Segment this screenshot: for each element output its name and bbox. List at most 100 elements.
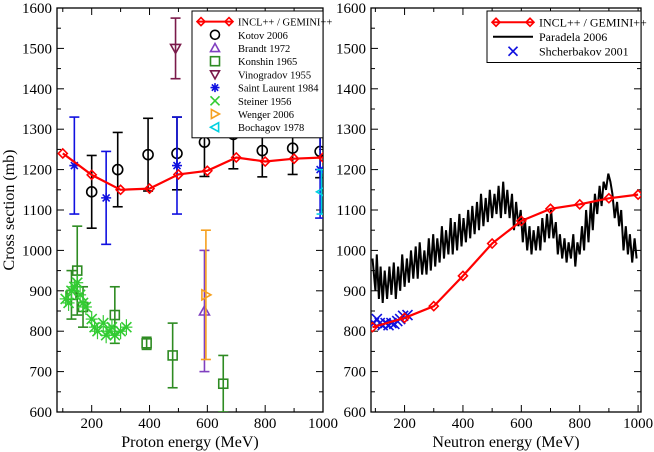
y-tick-label: 700 [344, 365, 367, 381]
data-layer [57, 17, 323, 412]
x-tick-label: 400 [138, 416, 161, 432]
series-steiner-1956 [59, 274, 133, 344]
panel-neutron: 600 700 800 900 1000 1100 1200 1300 1400 1500 1600… [336, 1, 653, 451]
data-point [371, 321, 379, 333]
data-point [114, 184, 127, 196]
y-tick-label: 600 [344, 405, 367, 421]
x-tick-label: 600 [196, 416, 219, 432]
data-point [62, 297, 75, 309]
x-axis-label: Neutron energy (MeV) [432, 434, 579, 451]
legend-entry: Saint Laurent 1984 [210, 83, 319, 95]
x-tick-label: 200 [80, 416, 103, 432]
legend-label: Steiner 1956 [238, 97, 291, 108]
data-point [198, 304, 211, 316]
x-axis-label: Proton energy (MeV) [121, 434, 258, 451]
legend-marker [195, 16, 207, 27]
legend-entry: Wenger 2006 [210, 108, 294, 121]
data-point [201, 165, 213, 177]
data-point [167, 350, 178, 361]
data-point [259, 155, 271, 168]
y-tick-label: 900 [344, 284, 367, 300]
data-point [97, 317, 109, 329]
data-point [217, 378, 229, 390]
legend-entry: Bochagov 1978 [208, 121, 304, 134]
legend-marker [209, 95, 221, 106]
series-bochagov-1978 [314, 168, 323, 215]
series-vinogradov-1955 [169, 17, 182, 80]
data-point [515, 215, 527, 227]
data-point [69, 160, 80, 171]
legend-marker [208, 121, 220, 134]
data-point [111, 163, 124, 176]
x-tick-label: 800 [568, 416, 591, 432]
data-layer [371, 173, 641, 333]
x-tick-label: 1000 [308, 416, 338, 432]
data-point [574, 198, 586, 210]
data-point [398, 312, 411, 324]
y-tick-label: 1200 [22, 163, 52, 179]
legend-marker [209, 41, 221, 53]
data-point [230, 151, 242, 164]
data-point [142, 148, 154, 161]
y-tick-label: 1500 [336, 41, 366, 57]
legend-entry: Paradela 2006 [493, 30, 607, 44]
legend-marker [209, 70, 221, 81]
y-tick-label: 1300 [22, 122, 52, 138]
data-point [85, 186, 98, 198]
legend-entry: INCL++ / GEMINI++ [490, 15, 647, 29]
data-point [632, 189, 641, 201]
y-tick-label: 1600 [22, 1, 52, 17]
y-tick-label: 1600 [336, 1, 366, 17]
data-point [201, 288, 213, 302]
y-tick-label: 1400 [22, 82, 52, 98]
x-tick-label: 1000 [623, 416, 653, 432]
x-tick-label: 200 [393, 416, 416, 432]
legend-label: Shcherbakov 2001 [539, 44, 629, 58]
legend-label: Saint Laurent 1984 [238, 84, 319, 95]
y-tick-label: 1100 [23, 203, 52, 219]
series-brandt-1972 [198, 249, 211, 373]
y-tick-label: 1200 [336, 163, 366, 179]
y-tick-label: 800 [344, 324, 367, 340]
legend-label: Brandt 1972 [238, 44, 290, 55]
legend-label: Bochagov 1978 [238, 123, 304, 134]
legend-label: INCL++ / GEMINI++ [539, 15, 647, 29]
legend-entry: Kotov 2006 [209, 29, 288, 42]
series-wenger-2006 [200, 229, 213, 361]
data-point [141, 338, 152, 349]
legend-entry: Konshin 1965 [209, 55, 297, 68]
data-point [457, 270, 469, 282]
series-incl-gemini- [371, 189, 641, 333]
legend-marker [223, 16, 235, 27]
data-point [603, 192, 615, 204]
series-line [372, 193, 639, 329]
data-point [288, 153, 300, 165]
data-point [86, 169, 98, 181]
y-tick-label: 700 [30, 365, 53, 381]
legend-label: Kotov 2006 [238, 31, 288, 42]
y-tick-label: 1500 [22, 41, 52, 57]
legend-marker [524, 17, 536, 28]
legend-entry: Vinogradov 1955 [209, 70, 311, 81]
legend-label: Wenger 2006 [238, 110, 294, 121]
data-point [172, 168, 185, 181]
y-tick-label: 1300 [336, 122, 366, 138]
x-tick-label: 800 [254, 416, 277, 432]
data-point [109, 329, 121, 341]
data-point [428, 300, 440, 312]
legend-label: INCL++ / GEMINI++ [238, 18, 332, 29]
data-point [143, 182, 156, 195]
legend-label: Konshin 1965 [238, 57, 297, 68]
data-point [57, 147, 69, 160]
x-tick-label: 400 [452, 416, 475, 432]
legend-entry: Brandt 1972 [209, 41, 290, 55]
y-tick-label: 1100 [337, 203, 366, 219]
data-point [171, 160, 182, 171]
data-point [486, 237, 498, 250]
data-point [256, 144, 269, 157]
legend-label: Paradela 2006 [539, 30, 607, 44]
legend-marker [210, 83, 220, 93]
series-paradela-2006 [371, 173, 638, 303]
series-line [371, 173, 638, 303]
